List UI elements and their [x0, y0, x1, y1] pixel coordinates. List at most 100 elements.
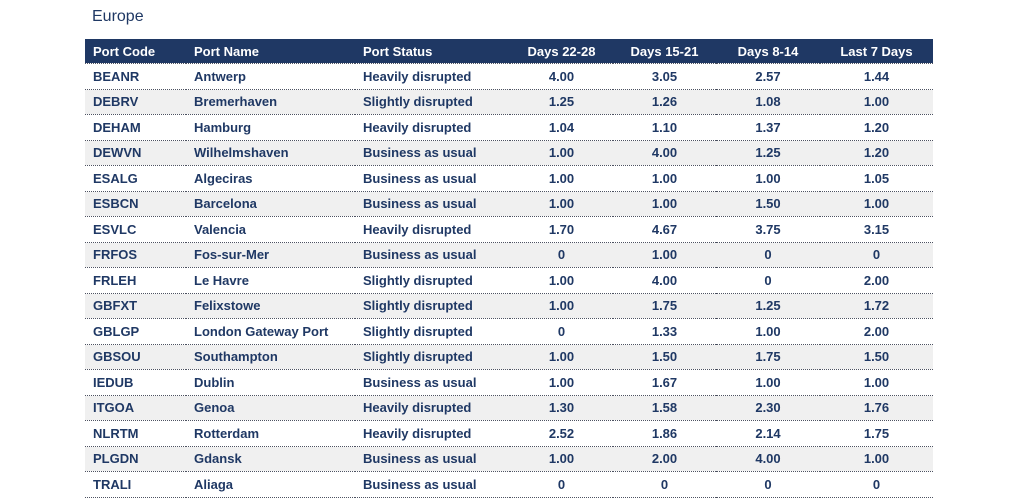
cell-port-status: Heavily disrupted	[355, 114, 510, 141]
cell-port-code: ITGOA	[85, 395, 186, 421]
table-row: PLGDN Gdansk Business as usual 1.00 2.00 4.00…	[85, 446, 933, 472]
cell-port-name: Fos-sur-Mer	[186, 242, 355, 268]
cell-port-name: Wilhelmshaven	[186, 140, 355, 166]
cell-days-8-14: 1.25	[716, 293, 820, 319]
column-header-last-7-days: Last 7 Days	[820, 39, 933, 64]
cell-days-15-21: 1.10	[613, 114, 716, 141]
cell-days-15-21: 1.86	[613, 420, 716, 447]
cell-port-status: Business as usual	[355, 446, 510, 472]
cell-port-code: FRFOS	[85, 242, 186, 268]
cell-port-code: ESVLC	[85, 216, 186, 243]
cell-days-22-28: 1.00	[510, 369, 613, 396]
cell-last-7-days: 1.00	[820, 191, 933, 217]
cell-last-7-days: 0	[820, 471, 933, 498]
cell-days-8-14: 1.08	[716, 89, 820, 115]
cell-port-name: London Gateway Port	[186, 318, 355, 345]
cell-port-name: Bremerhaven	[186, 89, 355, 115]
cell-days-8-14: 1.00	[716, 318, 820, 345]
table-row: ESVLC Valencia Heavily disrupted 1.70 4.67 3.…	[85, 216, 933, 243]
cell-last-7-days: 1.76	[820, 395, 933, 421]
cell-port-status: Business as usual	[355, 165, 510, 192]
cell-port-name: Algeciras	[186, 165, 355, 192]
column-header-days-8-14: Days 8-14	[716, 39, 820, 64]
cell-last-7-days: 1.72	[820, 293, 933, 319]
cell-days-8-14: 1.50	[716, 191, 820, 217]
cell-port-code: IEDUB	[85, 369, 186, 396]
cell-port-status: Heavily disrupted	[355, 63, 510, 90]
column-header-port-status: Port Status	[355, 39, 510, 64]
cell-port-status: Slightly disrupted	[355, 293, 510, 319]
cell-last-7-days: 1.00	[820, 446, 933, 472]
cell-port-name: Aliaga	[186, 471, 355, 498]
cell-days-8-14: 2.57	[716, 63, 820, 90]
cell-days-15-21: 1.58	[613, 395, 716, 421]
cell-days-22-28: 1.70	[510, 216, 613, 243]
column-header-days-15-21: Days 15-21	[613, 39, 716, 64]
cell-days-22-28: 0	[510, 318, 613, 345]
table-row: DEBRV Bremerhaven Slightly disrupted 1.25 1.…	[85, 89, 933, 115]
table-row: DEWVN Wilhelmshaven Business as usual 1.00 4…	[85, 140, 933, 166]
cell-port-status: Slightly disrupted	[355, 318, 510, 345]
cell-days-22-28: 1.00	[510, 165, 613, 192]
cell-last-7-days: 1.05	[820, 165, 933, 192]
cell-days-8-14: 1.37	[716, 114, 820, 141]
cell-days-22-28: 1.25	[510, 89, 613, 115]
cell-days-15-21: 1.67	[613, 369, 716, 396]
cell-days-8-14: 1.75	[716, 344, 820, 370]
cell-days-8-14: 2.14	[716, 420, 820, 447]
cell-port-status: Heavily disrupted	[355, 395, 510, 421]
cell-days-8-14: 2.30	[716, 395, 820, 421]
cell-last-7-days: 1.20	[820, 114, 933, 141]
table-row: GBFXT Felixstowe Slightly disrupted 1.00 1.7…	[85, 293, 933, 319]
cell-port-code: GBLGP	[85, 318, 186, 345]
cell-days-22-28: 1.00	[510, 267, 613, 294]
cell-port-status: Heavily disrupted	[355, 216, 510, 243]
cell-port-status: Heavily disrupted	[355, 420, 510, 447]
cell-days-15-21: 1.00	[613, 242, 716, 268]
cell-days-8-14: 0	[716, 267, 820, 294]
cell-port-status: Business as usual	[355, 471, 510, 498]
table-row: DEHAM Hamburg Heavily disrupted 1.04 1.10 1.3…	[85, 114, 933, 141]
cell-last-7-days: 2.00	[820, 318, 933, 345]
cell-days-15-21: 4.00	[613, 140, 716, 166]
column-header-port-code: Port Code	[85, 39, 186, 64]
cell-days-15-21: 1.00	[613, 191, 716, 217]
cell-last-7-days: 1.44	[820, 63, 933, 90]
cell-port-status: Slightly disrupted	[355, 267, 510, 294]
cell-port-code: GBSOU	[85, 344, 186, 370]
cell-port-code: DEBRV	[85, 89, 186, 115]
cell-days-8-14: 0	[716, 242, 820, 268]
table-row: ESBCN Barcelona Business as usual 1.00 1.00 1…	[85, 191, 933, 217]
cell-days-8-14: 1.00	[716, 165, 820, 192]
table-body: BEANR Antwerp Heavily disrupted 4.00 3.05 2.5…	[85, 63, 933, 498]
cell-days-15-21: 1.75	[613, 293, 716, 319]
cell-port-name: Dublin	[186, 369, 355, 396]
cell-days-8-14: 4.00	[716, 446, 820, 472]
ports-table: Port Code Port Name Port Status Days 22-28 D…	[85, 39, 933, 498]
cell-port-code: FRLEH	[85, 267, 186, 294]
cell-last-7-days: 1.20	[820, 140, 933, 166]
table-row: GBSOU Southampton Slightly disrupted 1.00 1.…	[85, 344, 933, 370]
cell-days-22-28: 1.00	[510, 344, 613, 370]
cell-days-22-28: 1.00	[510, 446, 613, 472]
table-row: NLRTM Rotterdam Heavily disrupted 2.52 1.86 2…	[85, 420, 933, 447]
cell-port-code: NLRTM	[85, 420, 186, 447]
cell-port-code: TRALI	[85, 471, 186, 498]
cell-port-code: DEHAM	[85, 114, 186, 141]
cell-days-15-21: 2.00	[613, 446, 716, 472]
cell-port-name: Southampton	[186, 344, 355, 370]
table-row: FRFOS Fos-sur-Mer Business as usual 0 1.00 0 0	[85, 242, 933, 268]
cell-port-name: Le Havre	[186, 267, 355, 294]
cell-days-15-21: 1.50	[613, 344, 716, 370]
cell-days-22-28: 1.00	[510, 191, 613, 217]
cell-port-status: Business as usual	[355, 369, 510, 396]
cell-days-22-28: 1.30	[510, 395, 613, 421]
table-header-row: Port Code Port Name Port Status Days 22-28 D…	[85, 39, 933, 64]
table-row: ITGOA Genoa Heavily disrupted 1.30 1.58 2.30 1…	[85, 395, 933, 421]
cell-last-7-days: 2.00	[820, 267, 933, 294]
cell-days-22-28: 0	[510, 471, 613, 498]
cell-days-22-28: 2.52	[510, 420, 613, 447]
cell-days-15-21: 1.33	[613, 318, 716, 345]
cell-port-code: BEANR	[85, 63, 186, 90]
